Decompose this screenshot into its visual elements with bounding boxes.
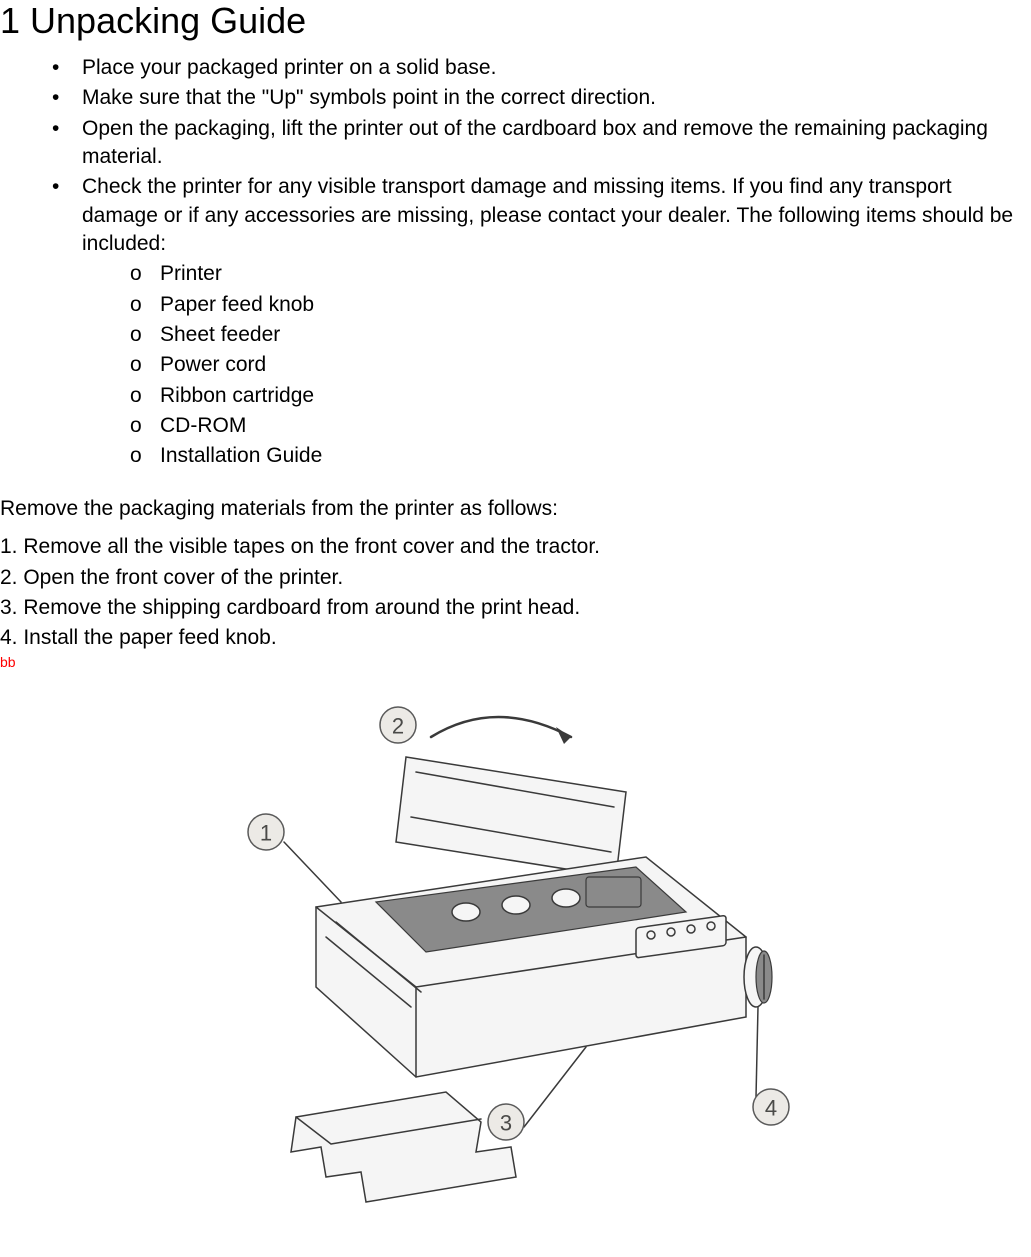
bb-marker: bb xyxy=(0,655,1031,669)
numbered-step: 1. Remove all the visible tapes on the f… xyxy=(0,533,1031,561)
callout-leader xyxy=(284,842,341,902)
intro-paragraph: Remove the packaging materials from the … xyxy=(0,495,1031,523)
numbered-step: 2. Open the front cover of the printer. xyxy=(0,564,1031,592)
roller xyxy=(552,889,580,907)
sub-item: Sheet feeder xyxy=(130,321,1031,349)
sub-item: Printer xyxy=(130,260,1031,288)
print-head xyxy=(586,877,641,907)
sub-item: Ribbon cartridge xyxy=(130,382,1031,410)
callout-label-1: 1 xyxy=(259,820,271,845)
printer-diagram: 1 2 3 4 xyxy=(216,677,816,1217)
callout-label-2: 2 xyxy=(391,713,403,738)
numbered-step: 3. Remove the shipping cardboard from ar… xyxy=(0,594,1031,622)
bullet-item: Open the packaging, lift the printer out… xyxy=(52,115,1031,172)
callout-label-3: 3 xyxy=(499,1110,511,1135)
cover-arrow-head xyxy=(556,727,571,744)
roller xyxy=(502,896,530,914)
sub-item: CD-ROM xyxy=(130,412,1031,440)
bullet-item: Place your packaged printer on a solid b… xyxy=(52,54,1031,82)
bullet-list: Place your packaged printer on a solid b… xyxy=(52,54,1031,471)
sub-list: Printer Paper feed knob Sheet feeder Pow… xyxy=(130,260,1031,470)
roller xyxy=(452,903,480,921)
sub-item: Power cord xyxy=(130,351,1031,379)
callout-leader xyxy=(756,1007,758,1097)
bullet-text: Check the printer for any visible transp… xyxy=(82,175,1013,255)
callout-leader xyxy=(524,1047,586,1127)
numbered-list: 1. Remove all the visible tapes on the f… xyxy=(0,533,1031,652)
numbered-step: 4. Install the paper feed knob. xyxy=(0,624,1031,652)
printer-diagram-container: 1 2 3 4 xyxy=(0,677,1031,1217)
bullet-item: Check the printer for any visible transp… xyxy=(52,173,1031,470)
sub-item: Installation Guide xyxy=(130,442,1031,470)
sub-item: Paper feed knob xyxy=(130,291,1031,319)
cover-arrow xyxy=(431,717,571,737)
callout-label-4: 4 xyxy=(764,1095,776,1120)
page-title: 1 Unpacking Guide xyxy=(0,0,1031,42)
bullet-item: Make sure that the "Up" symbols point in… xyxy=(52,84,1031,112)
shipping-cardboard xyxy=(291,1092,516,1202)
